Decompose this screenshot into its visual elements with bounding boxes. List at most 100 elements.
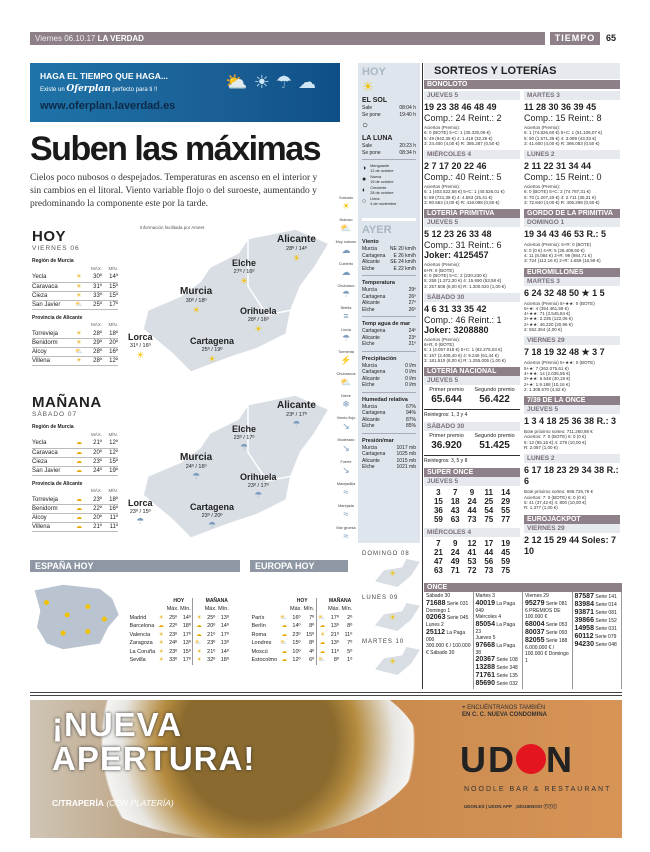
maxmin-header: Máx. Mín. <box>290 606 315 613</box>
stat-city: Cartagena <box>362 252 386 259</box>
map-temp: 23º / 15º <box>129 509 151 515</box>
city-row: París ⛅ 16º 7º ⛅ 17º 2º <box>250 613 354 622</box>
lottery-section-header: 7/39 DE LA ONCE <box>524 396 620 406</box>
forecast-tomorrow: MAÑANA SÁBADO 07 Región de Murcia MÁX. MÍN. Y… <box>32 394 332 549</box>
stat-row: Cartagena 24º <box>362 328 416 335</box>
number: 47 <box>433 557 443 567</box>
banner-tagline: Existe un Oferplan perfecto para ti !! <box>40 84 330 95</box>
waves-icon: ≈ <box>343 530 349 541</box>
city-name: San Javier <box>32 466 72 476</box>
max-temp: 20º <box>207 623 216 630</box>
max-temp: 28º <box>86 347 102 357</box>
legend-label: Chubasco <box>337 284 355 288</box>
lottery-results: JUEVES 5 19 23 38 46 48 49 Comp.: 24 Reint… <box>424 91 622 690</box>
city-name: Cieza <box>32 291 72 301</box>
map-temp: 24º / 16º <box>185 464 207 470</box>
weather-icon: ☁ <box>281 631 288 638</box>
winning-numbers: 6 24 32 48 50 ★ 1 5 <box>524 287 605 298</box>
draw-day: JUEVES 5 <box>424 477 520 487</box>
city-row: Torrevieja ☀ 28º 18º <box>32 329 118 339</box>
city-row: San Javier ⛅ 25º 17º <box>32 300 118 310</box>
sun-cloud-icon: ⛅ <box>340 222 352 233</box>
ad-location-text: ENCUÉNTRANOS TAMBIÉN <box>467 705 546 711</box>
prize-number: 51.425 <box>479 440 510 452</box>
once-detail: Serie 188 <box>545 637 568 644</box>
draw-day: SÁBADO 30 <box>424 422 520 432</box>
lottery-section-header: EUROMILLONES <box>524 267 620 277</box>
draw-day: JUEVES 5 <box>424 218 520 228</box>
draw-day: MIÉRCOLES 4 <box>424 528 520 538</box>
min-header: MÍN. <box>108 265 119 271</box>
complementary-reintegro: Comp.: 15 Reint.: 0 <box>524 172 602 183</box>
max-temp: 32º <box>207 657 216 664</box>
lottery-column-left: JUEVES 5 19 23 38 46 48 49 Comp.: 24 Reint… <box>424 91 520 579</box>
group-title: Viento <box>362 239 379 245</box>
prize-label: Primer premio <box>429 433 464 440</box>
legend-label: Viento flojo <box>336 416 356 420</box>
cloud-rain-icon: ☂ <box>292 419 301 429</box>
banner-headline: HAGA EL TIEMPO QUE HAGA... <box>40 71 168 81</box>
ad-web-link[interactable]: UDON.ES | UDON APP <box>464 804 512 809</box>
city-row: Roma ☁ 23º 15º ☀ 21º 11º <box>250 630 354 639</box>
number: 9 <box>469 488 475 498</box>
group-title: Temperatura <box>362 280 395 286</box>
weather-legend: Soleado ☀ Nuboso ⛅ Muy nuboso ☁ Cubierto ☁ Chuba… <box>334 196 358 548</box>
banner-text: Existe un <box>40 87 65 93</box>
legend-label: Cubierto <box>338 262 354 266</box>
stat-value: SE 24 km/h <box>390 259 416 265</box>
prize-breakdown: Bote próximo sorteo: 695.726,76 € Acierto… <box>524 489 620 510</box>
yesterday-group: Precipitación Murcia 0 l/m Cartagena 0 l/m Al… <box>362 350 416 389</box>
once-detail: Sábado 30 <box>430 649 455 656</box>
max-temp: 29º <box>86 338 102 348</box>
weather-icon: ☀ <box>192 613 204 622</box>
max-temp: 21º <box>207 631 216 638</box>
stat-city: Murcia <box>362 362 378 369</box>
once-number: 97668 <box>475 641 495 649</box>
prize-line: 5: 167 (2.408,40 €) 4: 9.246 (61,44 €) <box>424 352 499 358</box>
once-results: ONCE Sábado 30 71688 Serie 031 Domingo 1 0… <box>424 583 622 690</box>
max-temp: 28º <box>86 329 102 339</box>
sun-icon: ☀ <box>389 657 397 666</box>
weather-icon: ☁ <box>315 622 327 631</box>
weather-icon: ☁ <box>72 513 86 523</box>
once-number: 85690 <box>475 680 495 688</box>
once-detail: La Paga 23 <box>475 621 516 635</box>
mini-map: ☀ <box>375 603 420 631</box>
social-icons[interactable]: ⓕⓣⓘ <box>543 804 558 809</box>
lottery-draw: JUEVES 5 19 23 38 46 48 49 Comp.: 24 Reint… <box>424 91 520 146</box>
number: 44 <box>484 548 494 558</box>
weather-icon: ☀ <box>158 640 164 647</box>
storm-icon: ⚡ <box>340 354 352 365</box>
banner-url[interactable]: www.oferplan.laverdad.es <box>40 100 176 112</box>
udon-advertisement[interactable]: ¡NUEVA APERTURA! C/TRAPERÍA (CON PLATERÍA… <box>30 700 622 838</box>
page-number: 65 <box>606 33 617 43</box>
max-temp: 31º <box>86 282 102 292</box>
stat-city: Murcia <box>362 246 378 252</box>
max-temp: 23º <box>169 631 178 638</box>
ad-headline-line: ¡NUEVA <box>52 706 183 743</box>
once-number: 85054 <box>475 620 495 628</box>
once-detail: Serie 014 <box>595 602 617 609</box>
min-temp: 17º <box>220 631 229 638</box>
once-label: Miércoles 4 <box>475 614 502 621</box>
legend-label: Soleado <box>339 196 353 200</box>
min-temp: 18º <box>102 495 118 505</box>
once-detail: Serie 081 <box>595 610 617 617</box>
number: 3 <box>436 488 441 498</box>
weather-icon: ⛅ <box>315 656 327 665</box>
city-name: Madrid <box>129 614 147 621</box>
spain-today-header: ESPAÑA HOY <box>30 560 240 572</box>
prize-number: 56.422 <box>479 394 510 406</box>
prize-breakdown: Aciertos (Premio): 6: 0 (BOTE) 5+C: 2 (74… <box>524 184 620 205</box>
stat-row: Murcia 67% <box>362 404 416 411</box>
city-temp-table: MÁX. MÍN. Torrevieja ☀ 28º 18º Benidorm ☀ 29º 20º… <box>32 321 118 366</box>
oferplan-banner-ad[interactable]: HAGA EL TIEMPO QUE HAGA... Existe un Ofe… <box>30 63 340 122</box>
number: 24 <box>450 548 460 558</box>
min-temp: 14º <box>102 273 118 283</box>
prize-breakdown: Aciertos (Premio): 6+R: 0 (BOTE) 6: 0 (BOT… <box>424 262 520 288</box>
legend-label: Marejada <box>338 504 354 508</box>
stat-row: Alicante 23º <box>362 335 416 342</box>
